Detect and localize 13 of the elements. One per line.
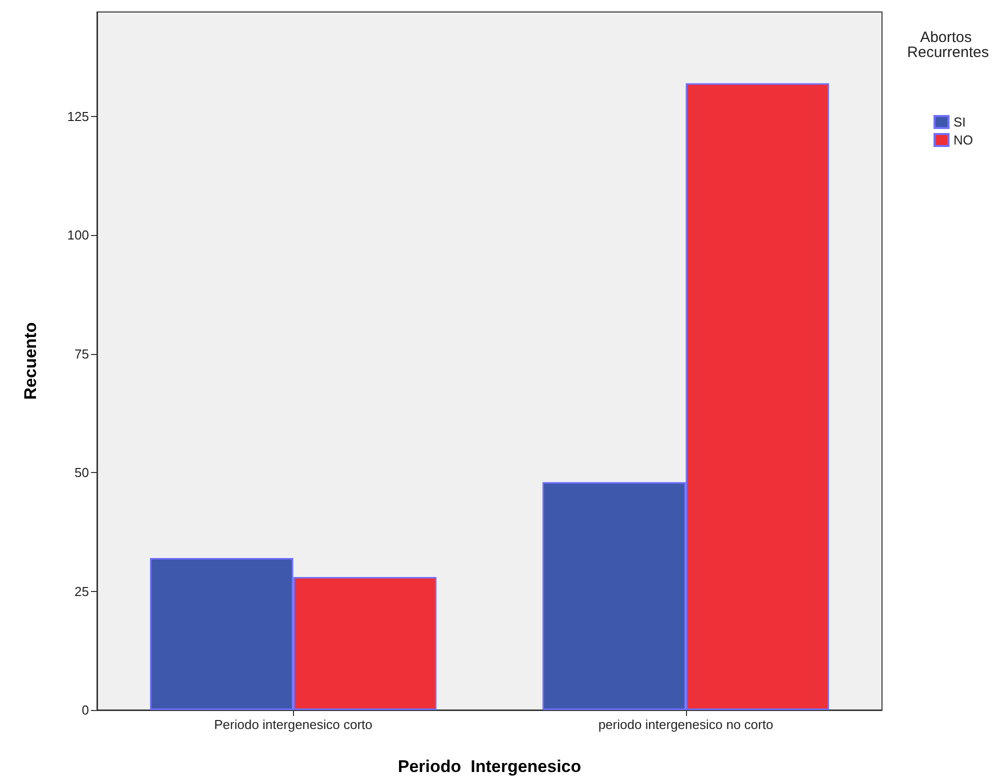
y-tick-label: 50 <box>74 465 89 480</box>
legend-title: Abortos Recurrentes <box>907 29 989 61</box>
legend-label: SI <box>954 114 966 130</box>
y-tick-label: 25 <box>74 584 89 599</box>
y-tick-label: 75 <box>74 346 89 362</box>
legend-label: NO <box>954 132 973 148</box>
x-tick-label: periodo intergenesico no corto <box>598 717 774 732</box>
x-axis-title: Periodo Intergenesico <box>398 757 582 776</box>
x-tick-label: Periodo intergenesico corto <box>214 717 372 732</box>
y-tick-label: 0 <box>82 702 89 718</box>
y-axis-title: Recuento <box>21 322 40 400</box>
y-tick-label: 125 <box>67 108 89 124</box>
y-tick-label: 100 <box>67 228 89 243</box>
